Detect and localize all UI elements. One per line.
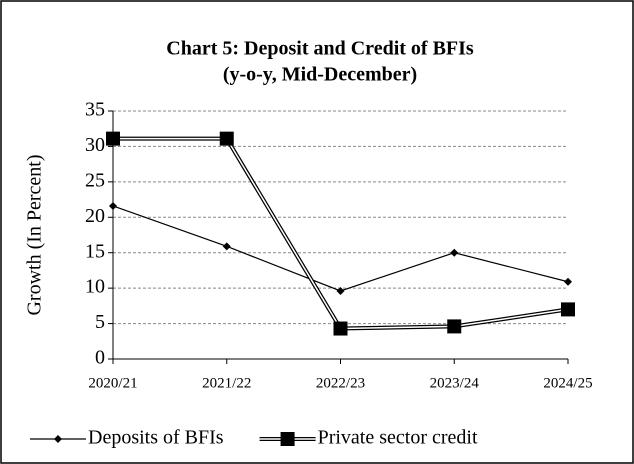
y-tick-label: 35	[85, 99, 105, 121]
point	[109, 201, 117, 210]
point	[450, 248, 459, 257]
point	[222, 242, 231, 251]
y-axis-label: Growth (In Percent)	[24, 154, 46, 315]
y-tick-label: 30	[85, 134, 105, 156]
legend-marker	[280, 432, 295, 446]
x-tick-label: 2023/24	[430, 375, 480, 391]
y-tick-label: 10	[85, 276, 105, 298]
chart-subtitle: (y-o-y, Mid-December)	[223, 64, 417, 86]
point	[564, 277, 572, 286]
y-tick-label: 15	[85, 240, 105, 262]
x-tick-label: 2022/23	[316, 375, 365, 391]
point	[106, 131, 120, 146]
point	[561, 302, 575, 317]
y-tick-label: 25	[85, 169, 105, 191]
legend-label: Private sector credit	[318, 427, 478, 449]
y-tick-label: 5	[95, 311, 105, 333]
x-tick-label: 2020/21	[88, 375, 137, 391]
point	[336, 286, 345, 295]
point	[333, 321, 348, 336]
point	[447, 319, 462, 334]
y-tick-label: 0	[95, 347, 105, 369]
y-tick-label: 20	[85, 205, 105, 227]
point	[219, 131, 234, 146]
legend-marker	[54, 435, 62, 443]
legend-label: Deposits of BFIs	[88, 427, 224, 449]
x-tick-label: 2024/25	[543, 375, 592, 391]
chart-title: Chart 5: Deposit and Credit of BFIs	[166, 38, 474, 60]
x-tick-label: 2021/22	[202, 375, 251, 391]
